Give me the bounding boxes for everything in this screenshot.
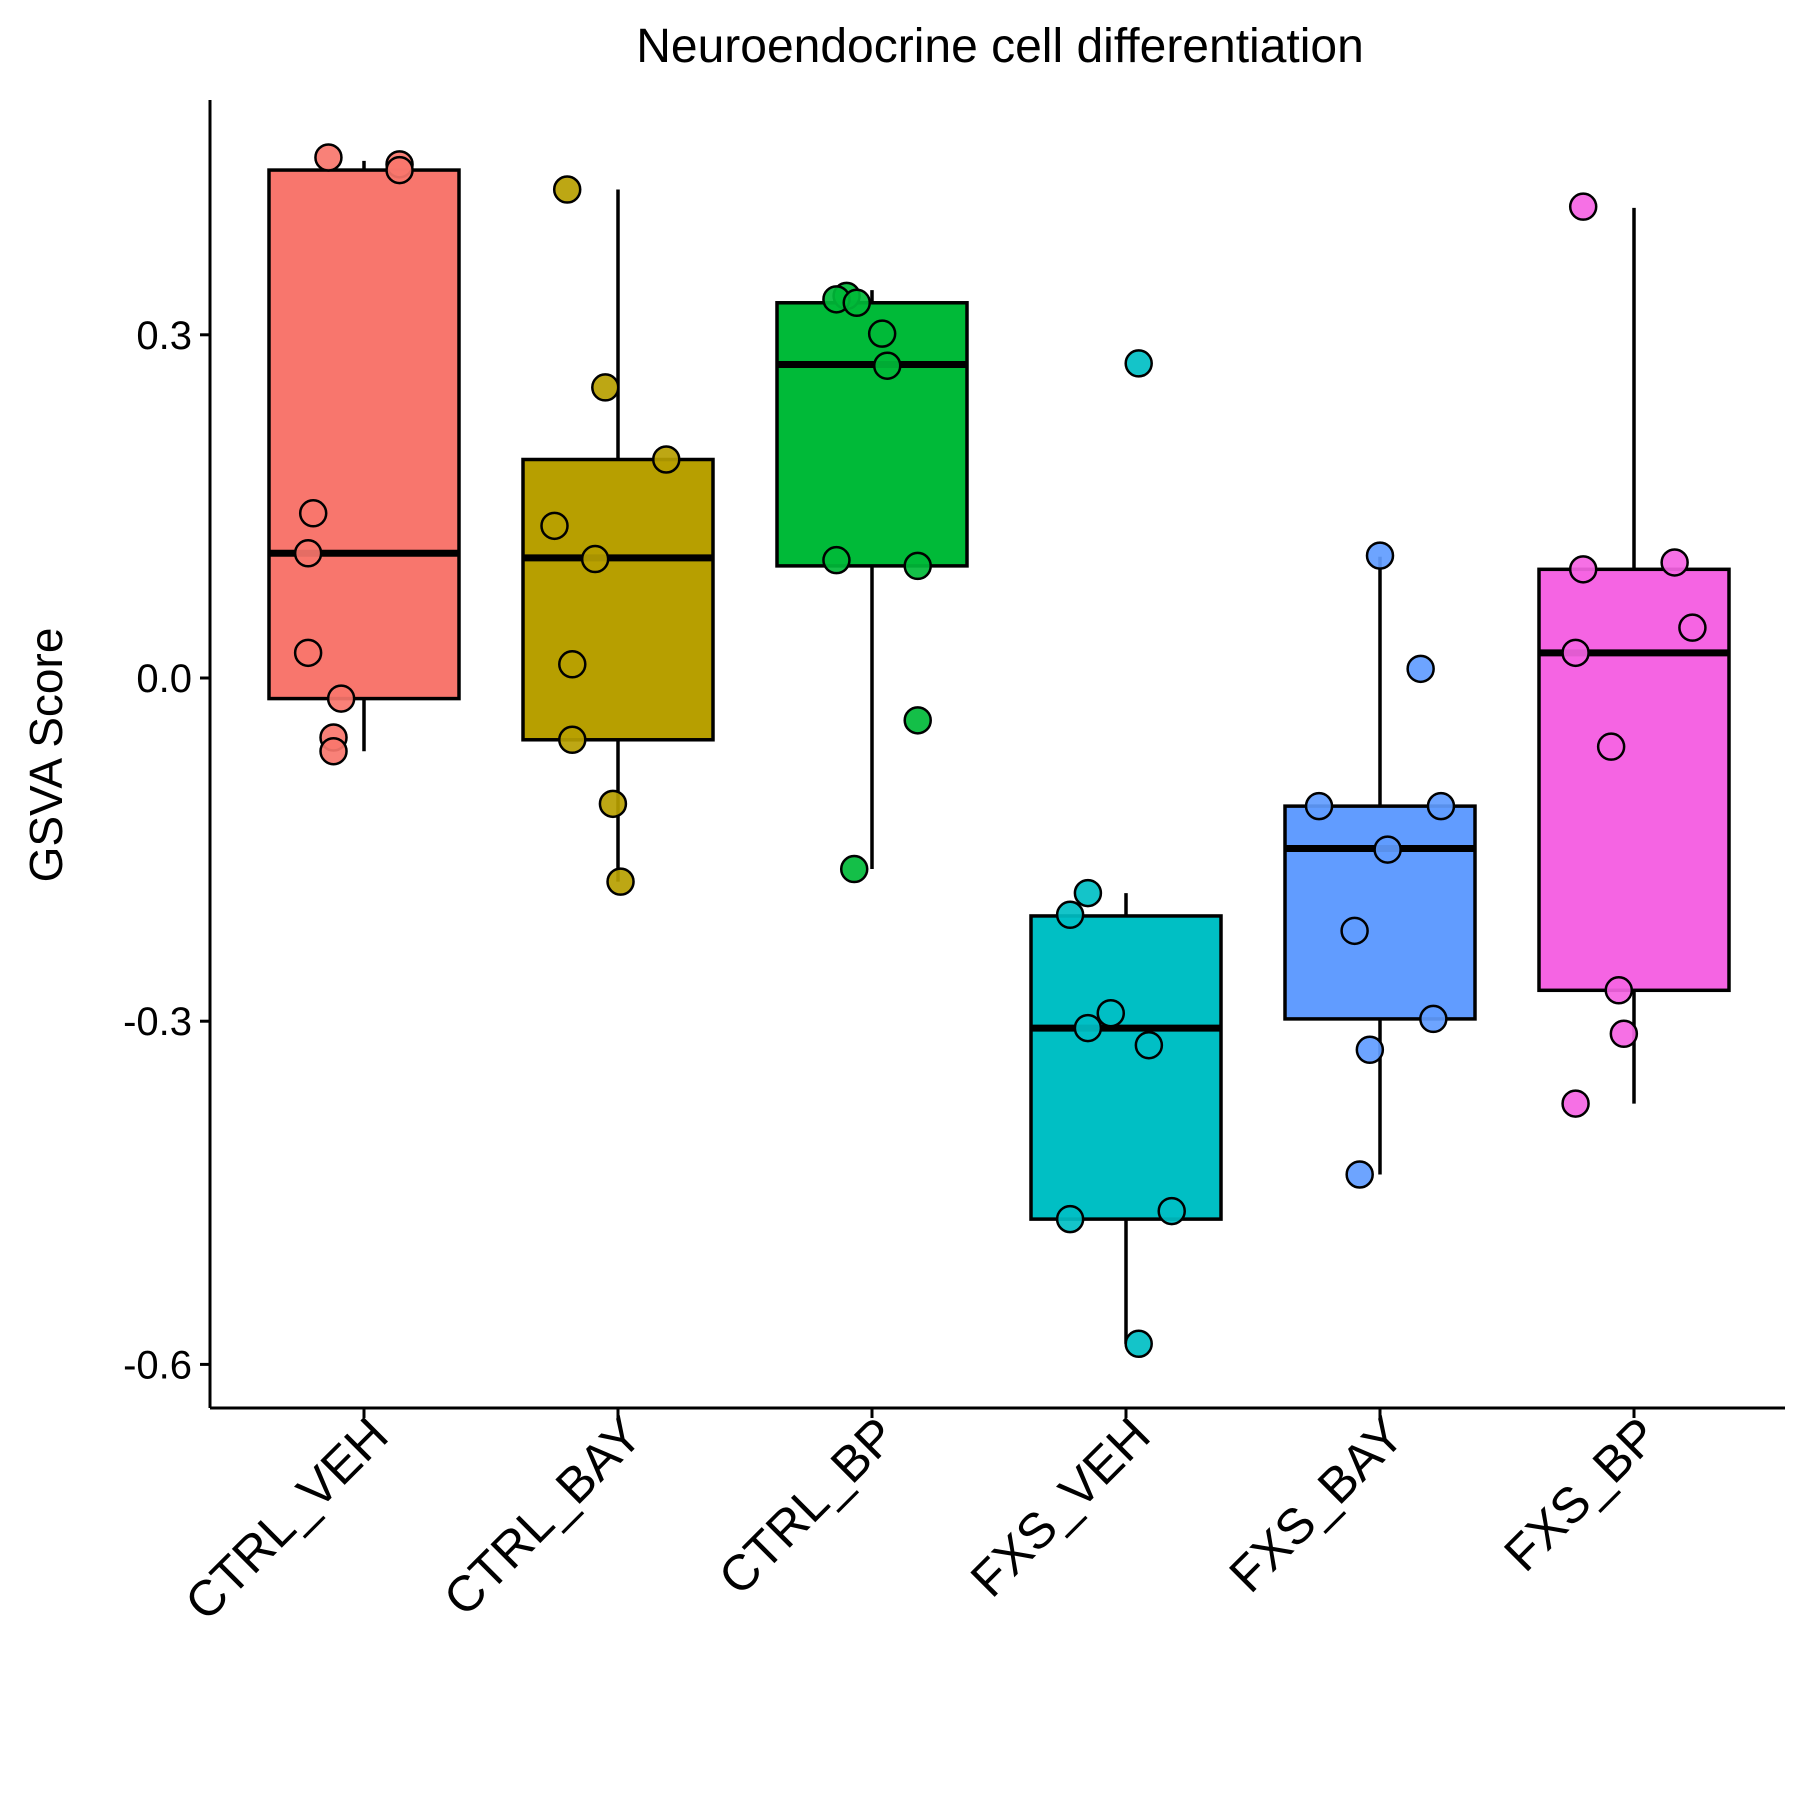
data-point xyxy=(558,650,587,679)
data-point xyxy=(293,539,323,568)
x-tick-label: CTRL_VEH xyxy=(174,1407,398,1631)
y-tick-label: 0.3 xyxy=(136,314,192,358)
data-point xyxy=(1096,998,1126,1028)
data-point xyxy=(842,288,872,318)
data-point xyxy=(1373,835,1402,864)
data-point xyxy=(1365,541,1395,570)
data-point xyxy=(822,545,851,575)
data-point xyxy=(1055,1204,1085,1234)
data-point xyxy=(1304,791,1334,821)
data-point xyxy=(591,373,620,402)
x-tick-label: FXS_BP xyxy=(1493,1407,1668,1582)
data-point xyxy=(326,684,356,713)
data-point xyxy=(652,445,681,474)
data-point xyxy=(606,867,635,896)
data-point xyxy=(1157,1196,1186,1226)
plot-area xyxy=(267,143,1731,1359)
data-point xyxy=(839,854,869,884)
box xyxy=(521,457,715,742)
box-group-ctrl-veh xyxy=(267,160,461,752)
data-point xyxy=(1073,878,1103,908)
y-tick-label: 0.0 xyxy=(136,657,192,701)
y-axis-label: GSVA Score xyxy=(20,628,72,883)
box xyxy=(1029,914,1223,1221)
data-point xyxy=(1340,916,1369,946)
data-point xyxy=(385,155,414,185)
x-tick-label: FXS_VEH xyxy=(960,1407,1161,1608)
data-point xyxy=(1426,791,1456,821)
data-point xyxy=(1406,654,1435,684)
data-point xyxy=(1609,1019,1639,1049)
x-tick-label: CTRL_BP xyxy=(708,1407,907,1606)
data-point xyxy=(314,143,343,172)
data-point xyxy=(903,551,932,581)
data-point xyxy=(1568,192,1598,221)
data-point xyxy=(319,736,348,766)
chart-title: Neuroendocrine cell differentiation xyxy=(636,20,1364,73)
data-point xyxy=(1561,638,1590,668)
data-point xyxy=(558,725,587,755)
x-tick-label: CTRL_BAY xyxy=(433,1407,653,1627)
data-point xyxy=(1419,1004,1448,1034)
data-point xyxy=(540,511,569,541)
box xyxy=(775,301,969,568)
data-point xyxy=(1124,1329,1153,1359)
box-group-fxs-bay xyxy=(1283,556,1477,1175)
data-point xyxy=(872,351,902,380)
data-point xyxy=(552,175,582,204)
box-group-ctrl-bp xyxy=(775,290,969,870)
data-point xyxy=(580,544,610,574)
x-tick-label: FXS_BAY xyxy=(1219,1407,1415,1603)
data-point xyxy=(867,319,897,348)
data-point xyxy=(1073,1013,1103,1043)
data-point xyxy=(598,789,628,819)
data-point xyxy=(1568,555,1598,584)
data-point xyxy=(298,499,328,528)
y-tick-label: -0.3 xyxy=(123,1000,192,1044)
data-point xyxy=(1596,732,1626,761)
data-point xyxy=(1561,1089,1590,1118)
box xyxy=(267,168,461,701)
data-point xyxy=(1678,613,1707,642)
data-point xyxy=(1124,349,1153,378)
data-point xyxy=(1604,976,1634,1005)
y-tick-label: -0.6 xyxy=(123,1343,192,1387)
data-point xyxy=(1055,900,1085,930)
data-point xyxy=(1660,548,1689,577)
data-point xyxy=(1355,1035,1385,1065)
data-point xyxy=(1345,1160,1374,1189)
box-group-fxs-veh xyxy=(1029,893,1223,1344)
data-point xyxy=(293,638,323,668)
box-group-ctrl-bay xyxy=(521,189,715,882)
data-point xyxy=(1134,1030,1164,1060)
data-point xyxy=(903,706,932,735)
